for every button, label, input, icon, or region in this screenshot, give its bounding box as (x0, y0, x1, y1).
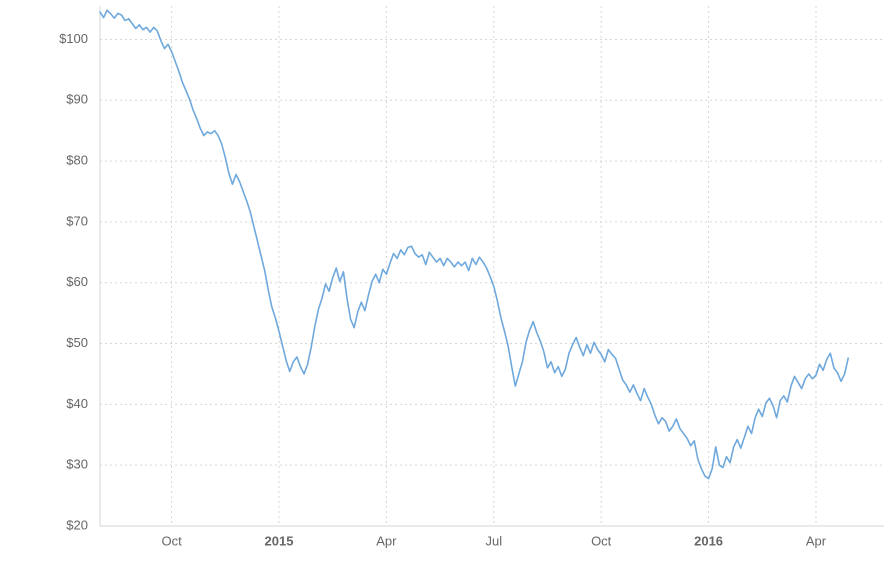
x-tick-label: 2015 (265, 534, 294, 549)
line-chart: $20 $30 $40 $50 $60 $70 $80 $90 $100 Oct 2015 Apr Ju… (0, 0, 894, 564)
y-tick-label: $80 (66, 153, 88, 168)
y-tick-label: $90 (66, 92, 88, 107)
x-tick-label: Oct (161, 534, 182, 549)
x-tick-label: 2016 (694, 534, 723, 549)
x-tick-label: Oct (591, 534, 612, 549)
y-tick-label: $50 (66, 335, 88, 350)
y-tick-label: $100 (59, 31, 88, 46)
x-tick-label: Apr (806, 534, 827, 549)
y-tick-label: $30 (66, 457, 88, 472)
y-tick-label: $70 (66, 213, 88, 228)
y-tick-label: $40 (66, 396, 88, 411)
y-tick-label: $60 (66, 274, 88, 289)
chart-background (0, 0, 894, 564)
x-tick-label: Jul (485, 534, 502, 549)
chart-container: $20 $30 $40 $50 $60 $70 $80 $90 $100 Oct 2015 Apr Ju… (0, 0, 894, 564)
y-tick-label: $20 (66, 517, 88, 532)
x-tick-label: Apr (376, 534, 397, 549)
